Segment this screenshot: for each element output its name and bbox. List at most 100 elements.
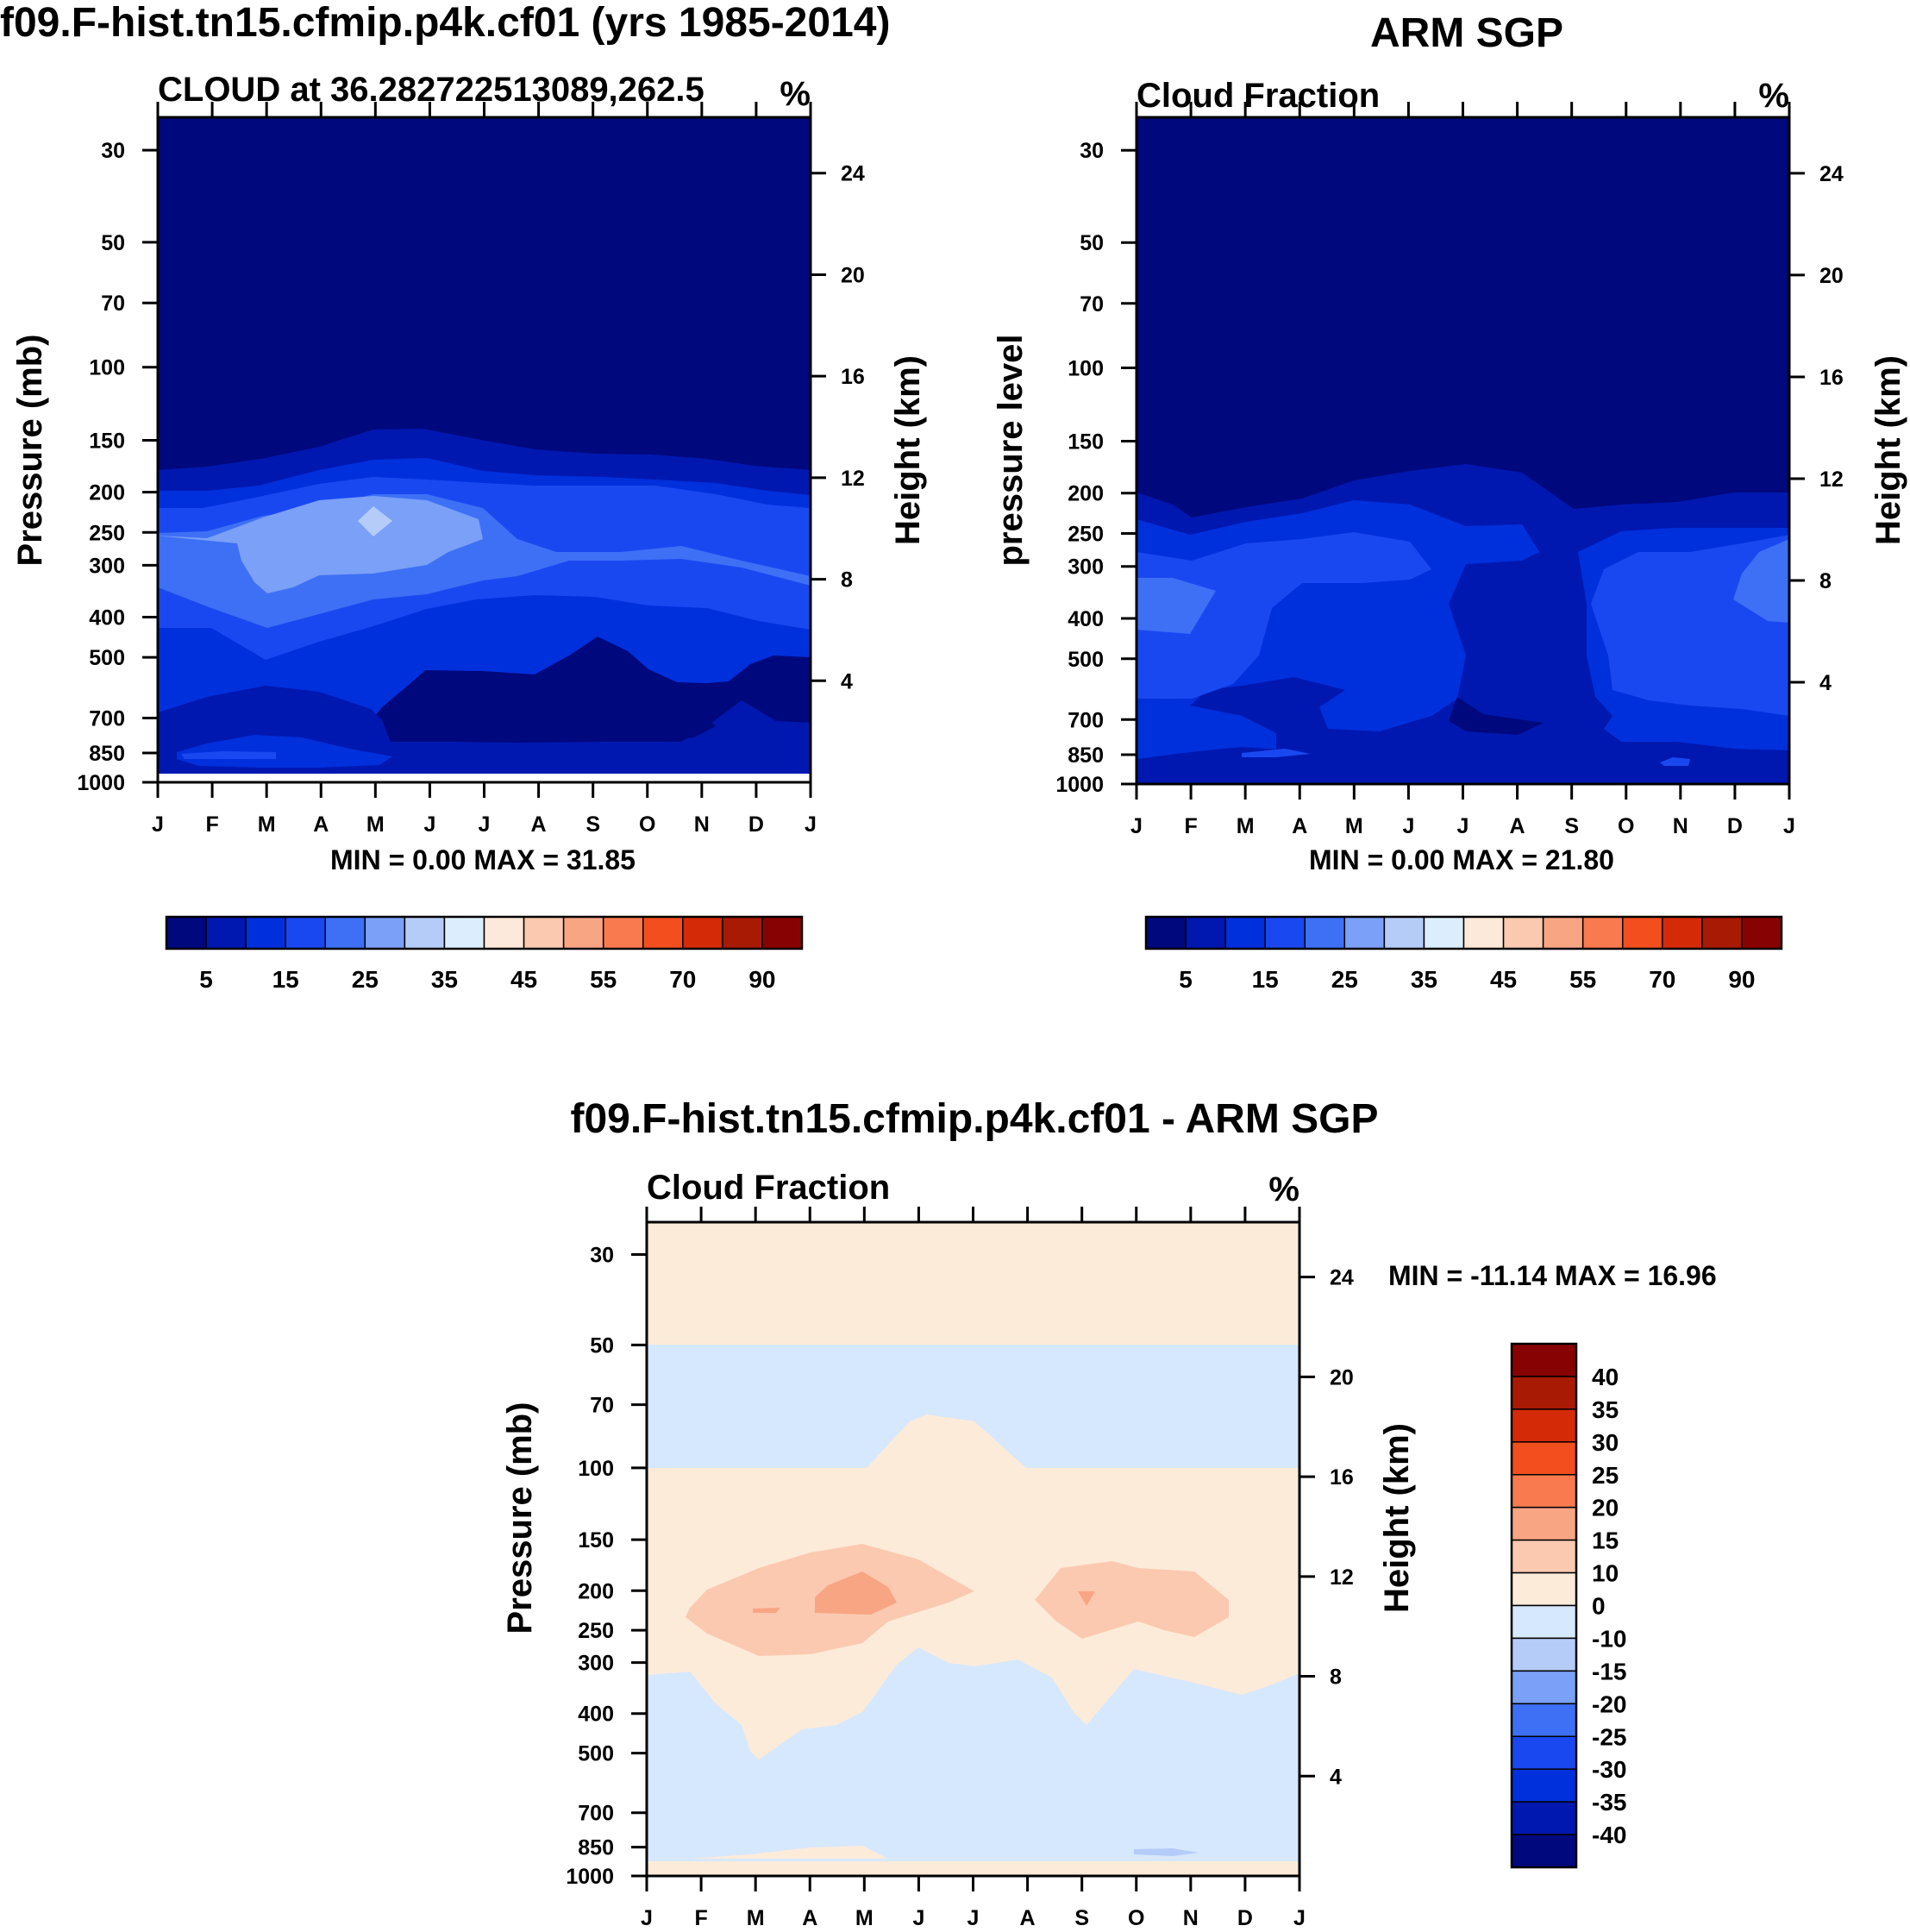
obs-contour-fill	[1137, 117, 1789, 784]
colorbar-label: 45	[510, 966, 537, 993]
colorbar-label: 5	[1179, 966, 1193, 993]
colorbar-box	[642, 916, 684, 950]
colorbar-label: -30	[1592, 1756, 1626, 1783]
obs-units: %	[1758, 77, 1789, 115]
colorbar-label: 15	[1592, 1527, 1619, 1554]
colorbar-box	[205, 916, 247, 950]
diff-subtitle: Cloud Fraction	[647, 1169, 890, 1207]
obs-ylabel-right: Height (km)	[1869, 355, 1907, 545]
colorbar-box	[682, 916, 723, 950]
colorbar-box	[602, 916, 644, 950]
pressure-tick-label: 50	[1080, 231, 1104, 255]
colorbar-label: 25	[1331, 966, 1358, 993]
colorbar-label: 15	[272, 966, 299, 993]
diff-contour-fill	[647, 1222, 1299, 1876]
colorbar-box	[1511, 1539, 1577, 1574]
pressure-tick-label: 500	[89, 646, 125, 670]
pressure-tick-label: 500	[1068, 648, 1104, 672]
diff-fill-neg-upper	[647, 1345, 1299, 1468]
obs-fill-lowlevel-0	[1449, 697, 1544, 735]
month-tick-label: J	[479, 812, 491, 837]
colorbar-box	[1304, 916, 1346, 950]
colorbar-box	[1622, 916, 1663, 950]
month-tick-label: M	[1345, 814, 1363, 838]
month-tick-label: F	[694, 1906, 707, 1930]
obs-subtitle: Cloud Fraction	[1137, 77, 1380, 115]
height-tick-label: 16	[1330, 1465, 1354, 1490]
height-tick-label: 20	[1819, 264, 1844, 288]
month-tick-label: F	[205, 812, 218, 837]
colorbar-box	[1511, 1408, 1577, 1443]
model-axes: 30 50 70 100 150 200 250 300 400 500 700 850 1000 24 2…	[77, 102, 865, 837]
pressure-tick-label: 1000	[566, 1865, 614, 1889]
month-tick-label: D	[748, 812, 764, 837]
colorbar-label: 70	[1649, 966, 1675, 993]
height-tick-label: 8	[841, 568, 853, 593]
obs-ylabel-left: pressure level	[992, 334, 1030, 566]
pressure-tick-label: 300	[1068, 555, 1104, 580]
colorbar-label: 25	[1592, 1462, 1619, 1489]
colorbar-label: 90	[748, 966, 775, 993]
month-tick-label: A	[1510, 814, 1525, 838]
colorbar-label: 20	[1592, 1495, 1619, 1521]
height-tick-label: 4	[1819, 671, 1832, 695]
colorbar-label: 40	[1592, 1364, 1619, 1390]
obs-fill-20-25-right	[1733, 539, 1789, 623]
month-tick-label: J	[912, 1906, 924, 1930]
month-tick-label: J	[1783, 814, 1795, 838]
pressure-tick-label: 70	[590, 1394, 614, 1418]
diff-fill-neg-tiny	[1134, 1848, 1199, 1856]
pressure-tick-label: 150	[578, 1528, 614, 1552]
colorbar-box	[483, 916, 525, 950]
colorbar-box	[1511, 1637, 1577, 1672]
pressure-tick-label: 850	[578, 1836, 614, 1860]
colorbar-label: 35	[1411, 966, 1437, 993]
colorbar-label: 25	[352, 966, 379, 993]
month-tick-label: N	[1183, 1906, 1199, 1930]
height-tick-label: 12	[1330, 1565, 1354, 1590]
obs-title: ARM SGP	[1370, 10, 1563, 56]
month-tick-label: J	[1130, 814, 1143, 838]
height-tick-label: 20	[1330, 1365, 1354, 1389]
height-tick-label: 8	[1819, 569, 1832, 593]
pressure-tick-label: 400	[1068, 607, 1104, 631]
diff-title: f09.F-hist.tn15.cfmip.p4k.cf01 - ARM SGP	[570, 1096, 1378, 1142]
colorbar-box	[1511, 1801, 1577, 1835]
colorbar-label: 10	[1592, 1560, 1619, 1587]
colorbar-label: 90	[1728, 966, 1755, 993]
month-tick-label: S	[1564, 814, 1579, 838]
month-tick-label: A	[313, 812, 329, 837]
colorbar-box	[1511, 1834, 1577, 1868]
month-tick-label: D	[1237, 1906, 1253, 1930]
height-tick-label: 24	[1330, 1266, 1354, 1290]
colorbar-label: 55	[1569, 966, 1596, 993]
month-tick-label: O	[639, 812, 655, 837]
pressure-tick-label: 200	[89, 481, 125, 505]
colorbar-label: -15	[1592, 1658, 1626, 1684]
height-tick-label: 12	[841, 467, 865, 491]
month-tick-label: A	[531, 812, 547, 837]
pressure-tick-label: 200	[578, 1579, 614, 1603]
month-tick-label: M	[366, 812, 385, 837]
colorbar-label: -35	[1592, 1789, 1626, 1816]
colorbar-box	[1581, 916, 1624, 950]
colorbar-box	[722, 916, 763, 950]
height-tick-label: 4	[841, 669, 853, 693]
colorbar-box	[1511, 1376, 1577, 1410]
height-tick-label: 16	[1819, 366, 1844, 390]
pressure-tick-label: 30	[590, 1243, 614, 1267]
colorbar-box	[1264, 916, 1306, 950]
model-fill-30-35	[358, 506, 392, 536]
panel-model: f09.F-hist.tn15.cfmip.p4k.cf01 (yrs 1985…	[0, 0, 927, 993]
height-tick-label: 16	[841, 365, 865, 389]
colorbar-box	[562, 916, 604, 950]
pressure-tick-label: 700	[1068, 708, 1104, 732]
colorbar-box	[1185, 916, 1226, 950]
colorbar-box	[1462, 916, 1505, 950]
pressure-tick-label: 100	[89, 356, 125, 380]
pressure-tick-label: 400	[89, 605, 125, 630]
colorbar-label: 55	[590, 966, 617, 993]
colorbar-frame	[1144, 915, 1783, 950]
month-tick-label: M	[1237, 814, 1255, 838]
month-tick-label: J	[1293, 1906, 1306, 1930]
